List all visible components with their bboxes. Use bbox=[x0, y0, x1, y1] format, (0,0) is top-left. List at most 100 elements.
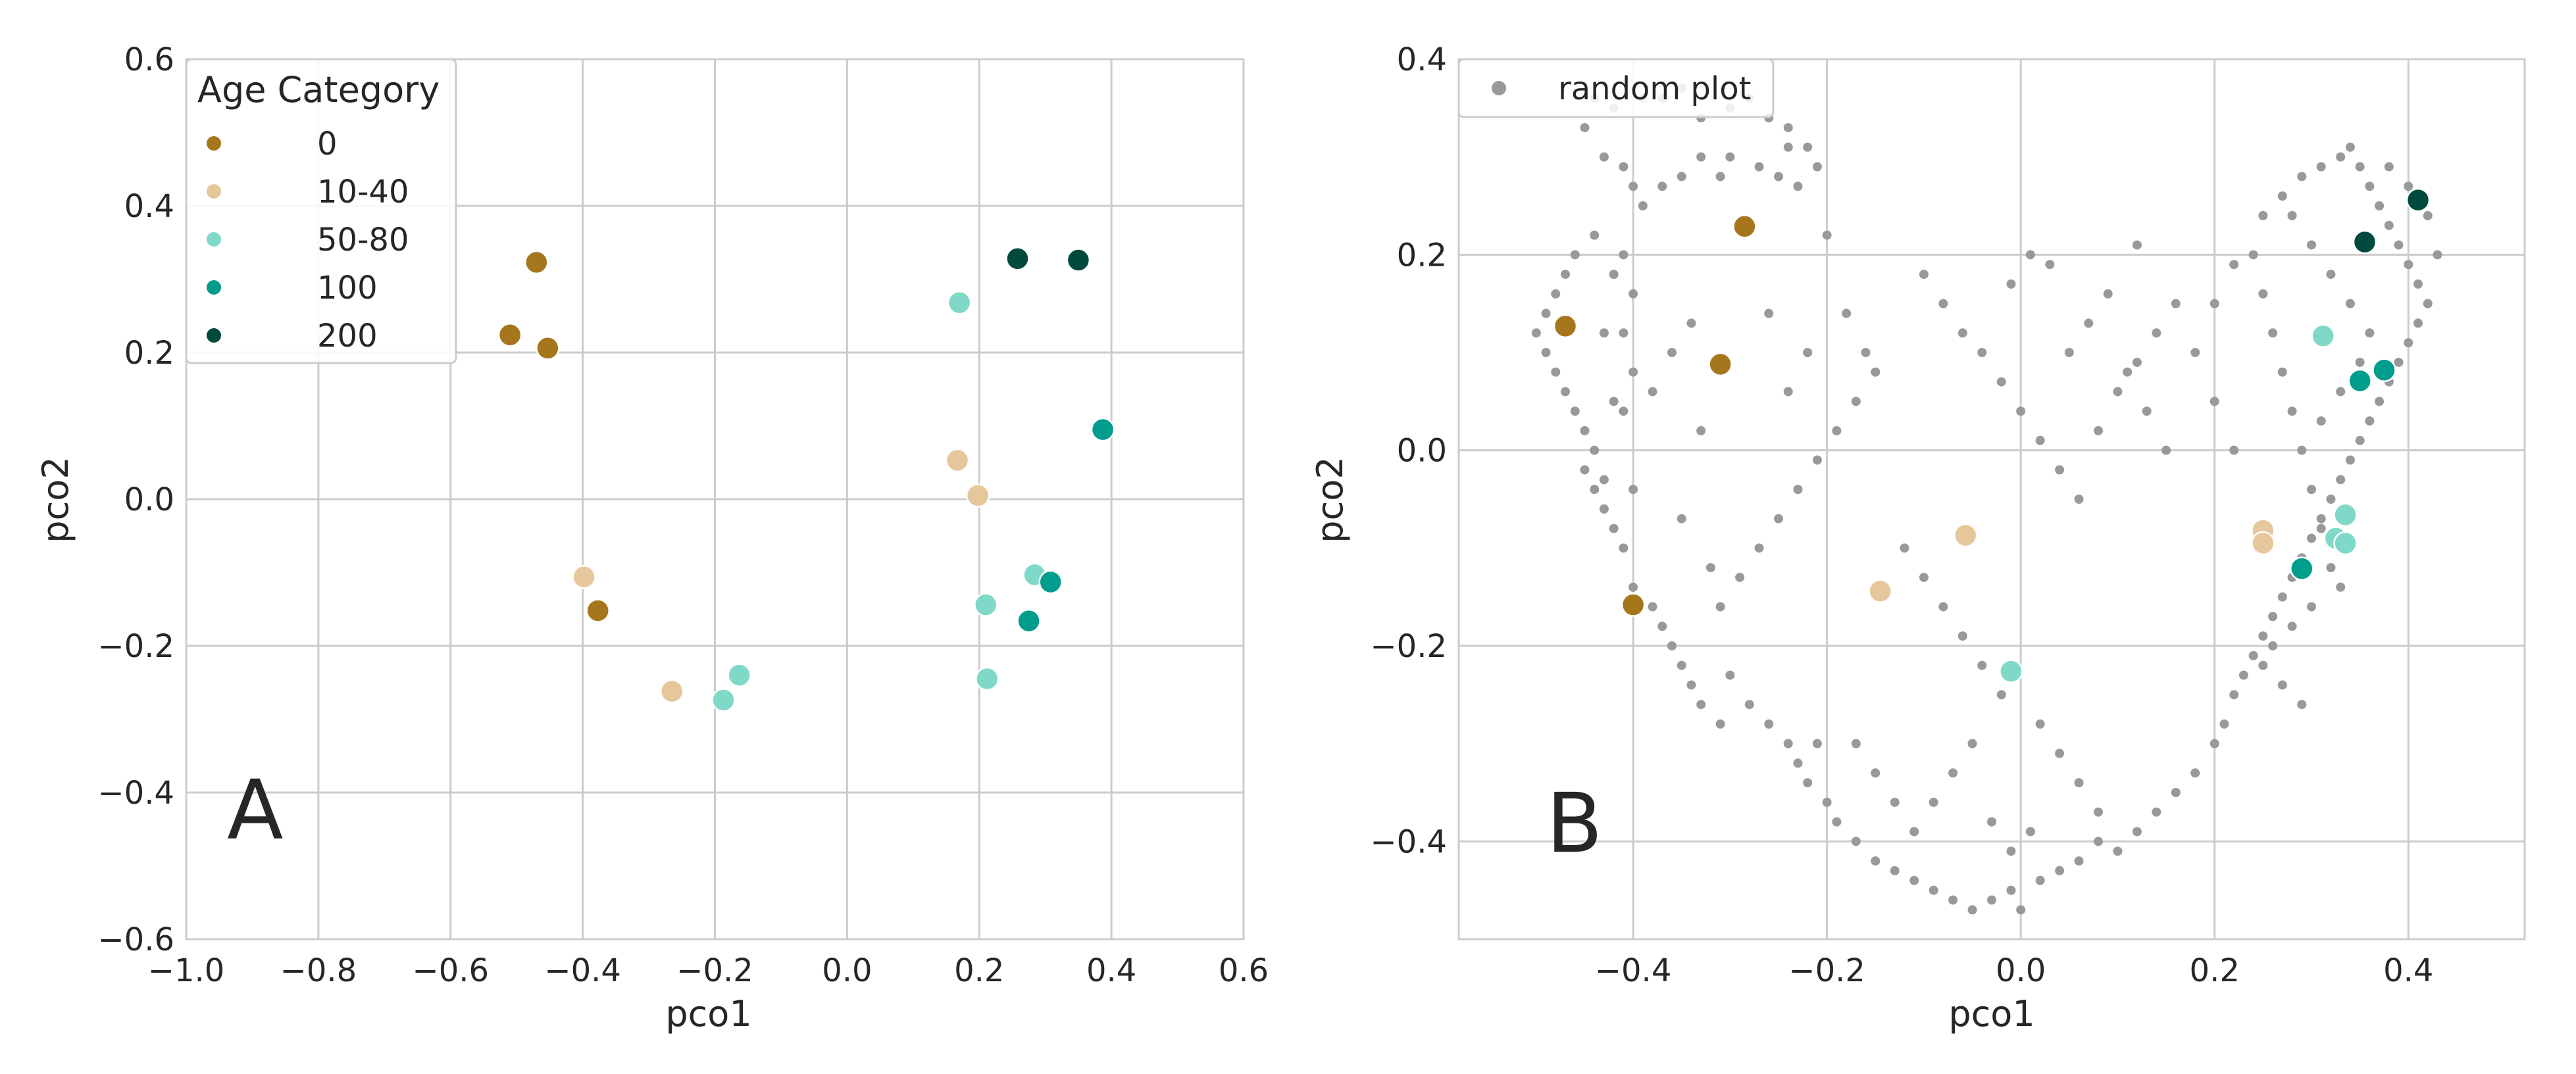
panel-a-y-tick-label: 0.4 bbox=[124, 188, 174, 225]
random-plot-point bbox=[1725, 670, 1735, 680]
panel-a-point-age-10-40 bbox=[945, 448, 970, 473]
random-plot-point bbox=[2142, 406, 2152, 416]
random-plot-point bbox=[2238, 670, 2248, 680]
random-plot-point bbox=[2433, 250, 2442, 260]
random-plot-point bbox=[1754, 543, 1764, 553]
random-plot-point bbox=[1919, 270, 1929, 280]
panel-a-y-tick-labels: −0.6 −0.4 −0.2 0.0 0.2 0.4 0.6 bbox=[97, 41, 174, 958]
panel-a-point-age-100 bbox=[1038, 570, 1063, 595]
random-plot-point bbox=[2258, 660, 2268, 670]
random-plot-point bbox=[1609, 270, 1619, 280]
random-plot-point bbox=[1871, 768, 1881, 778]
random-plot-point bbox=[1629, 367, 1638, 377]
random-plot-point bbox=[1735, 572, 1745, 582]
random-plot-point bbox=[2248, 250, 2258, 260]
random-plot-point bbox=[1629, 289, 1638, 299]
random-plot-point bbox=[2258, 289, 2268, 299]
random-plot-point bbox=[2287, 406, 2297, 416]
panel-b-legend-frame bbox=[1457, 58, 1775, 118]
random-plot-point bbox=[1629, 485, 1638, 495]
random-plot-point bbox=[1570, 250, 1580, 260]
random-plot-point bbox=[2210, 739, 2219, 748]
random-plot-point bbox=[1861, 348, 1871, 357]
random-plot-point bbox=[2394, 357, 2404, 367]
random-plot-point bbox=[1561, 270, 1570, 280]
random-plot-point bbox=[1725, 152, 1735, 162]
panel-b-point-age-50-80 bbox=[2311, 324, 2335, 348]
random-plot-point bbox=[1957, 328, 1967, 338]
random-plot-point bbox=[2006, 279, 2016, 289]
random-plot-point bbox=[2316, 514, 2326, 524]
random-plot-point bbox=[1541, 348, 1551, 357]
random-plot-point bbox=[2035, 435, 2045, 445]
panel-a-y-tick-label: 0.0 bbox=[124, 481, 174, 518]
panel-a-legend-label: 50-80 bbox=[317, 222, 409, 258]
random-plot-point bbox=[1686, 680, 1696, 690]
random-plot-point bbox=[2423, 299, 2433, 308]
random-plot-point bbox=[1803, 142, 1813, 152]
random-plot-point bbox=[1764, 719, 1774, 729]
random-plot-point bbox=[2297, 700, 2307, 710]
random-plot-point bbox=[2404, 260, 2413, 270]
panel-b-label: B bbox=[1546, 776, 1603, 871]
random-plot-point bbox=[1783, 739, 1793, 748]
random-plot-point bbox=[1570, 406, 1580, 416]
random-plot-point bbox=[1677, 514, 1686, 524]
random-plot-point bbox=[2229, 260, 2239, 270]
random-plot-point bbox=[1774, 514, 1783, 524]
random-plot-point bbox=[1648, 602, 1657, 612]
panel-a-legend-marker-10-40 bbox=[207, 184, 221, 199]
random-plot-point bbox=[1871, 367, 1881, 377]
panel-b-point-age-10-40 bbox=[1868, 579, 1892, 603]
random-plot-point bbox=[2210, 299, 2219, 308]
random-plot-point bbox=[2268, 328, 2278, 338]
panel-a-x-tick-label: −1.0 bbox=[148, 952, 225, 989]
panel-a-point-age-100 bbox=[1090, 417, 1115, 442]
random-plot-point bbox=[1580, 426, 1590, 435]
random-plot-point bbox=[1764, 308, 1774, 318]
random-plot-point bbox=[2055, 465, 2065, 475]
random-plot-point bbox=[2336, 582, 2346, 592]
panel-b-point-age-0 bbox=[1708, 352, 1732, 377]
random-plot-point bbox=[2316, 162, 2326, 172]
panel-b-y-tick-label: 0.4 bbox=[1397, 41, 1447, 78]
panel-a-x-tick-label: −0.4 bbox=[544, 952, 621, 989]
random-plot-point bbox=[1793, 758, 1803, 768]
panel-b-point-age-50-80 bbox=[2333, 502, 2358, 527]
random-plot-point bbox=[1948, 768, 1958, 778]
random-plot-point bbox=[2248, 650, 2258, 660]
random-plot-point bbox=[1599, 152, 1609, 162]
random-plot-point bbox=[1774, 172, 1783, 182]
random-plot-point bbox=[1629, 582, 1638, 592]
random-plot-point bbox=[1842, 308, 1852, 318]
random-plot-point bbox=[1715, 719, 1725, 729]
random-plot-point bbox=[1619, 328, 1629, 338]
panel-a-point-age-0 bbox=[524, 250, 549, 275]
panel-a-y-tick-label: 0.2 bbox=[124, 335, 174, 372]
random-plot-point bbox=[1754, 162, 1764, 172]
panel-a-point-age-50-80 bbox=[727, 663, 751, 687]
random-plot-point bbox=[1812, 162, 1822, 172]
random-plot-point bbox=[2113, 387, 2123, 397]
panel-a-legend-label: 10-40 bbox=[317, 174, 409, 210]
panel-a-point-age-50-80 bbox=[974, 593, 998, 617]
random-plot-point bbox=[1803, 348, 1813, 357]
random-plot-point bbox=[2006, 885, 2016, 895]
random-plot-point bbox=[2277, 680, 2287, 690]
random-plot-point bbox=[2045, 260, 2055, 270]
random-plot-point bbox=[2336, 475, 2346, 485]
panel-a-point-age-50-80 bbox=[711, 688, 736, 712]
random-plot-point bbox=[1715, 172, 1725, 182]
random-plot-point bbox=[2365, 182, 2375, 191]
random-plot-point bbox=[2355, 435, 2365, 445]
random-plot-point bbox=[2094, 426, 2103, 435]
random-plot-point bbox=[2055, 748, 2065, 758]
panel-b-data-points bbox=[1553, 187, 2431, 683]
random-plot-point bbox=[2025, 250, 2035, 260]
random-plot-point bbox=[1890, 866, 1900, 875]
random-plot-point bbox=[2413, 279, 2423, 289]
random-plot-point bbox=[2423, 210, 2433, 220]
random-plot-point bbox=[2287, 210, 2297, 220]
panel-a-legend-label: 100 bbox=[317, 270, 378, 306]
panel-a-legend-marker-50-80 bbox=[207, 232, 221, 247]
